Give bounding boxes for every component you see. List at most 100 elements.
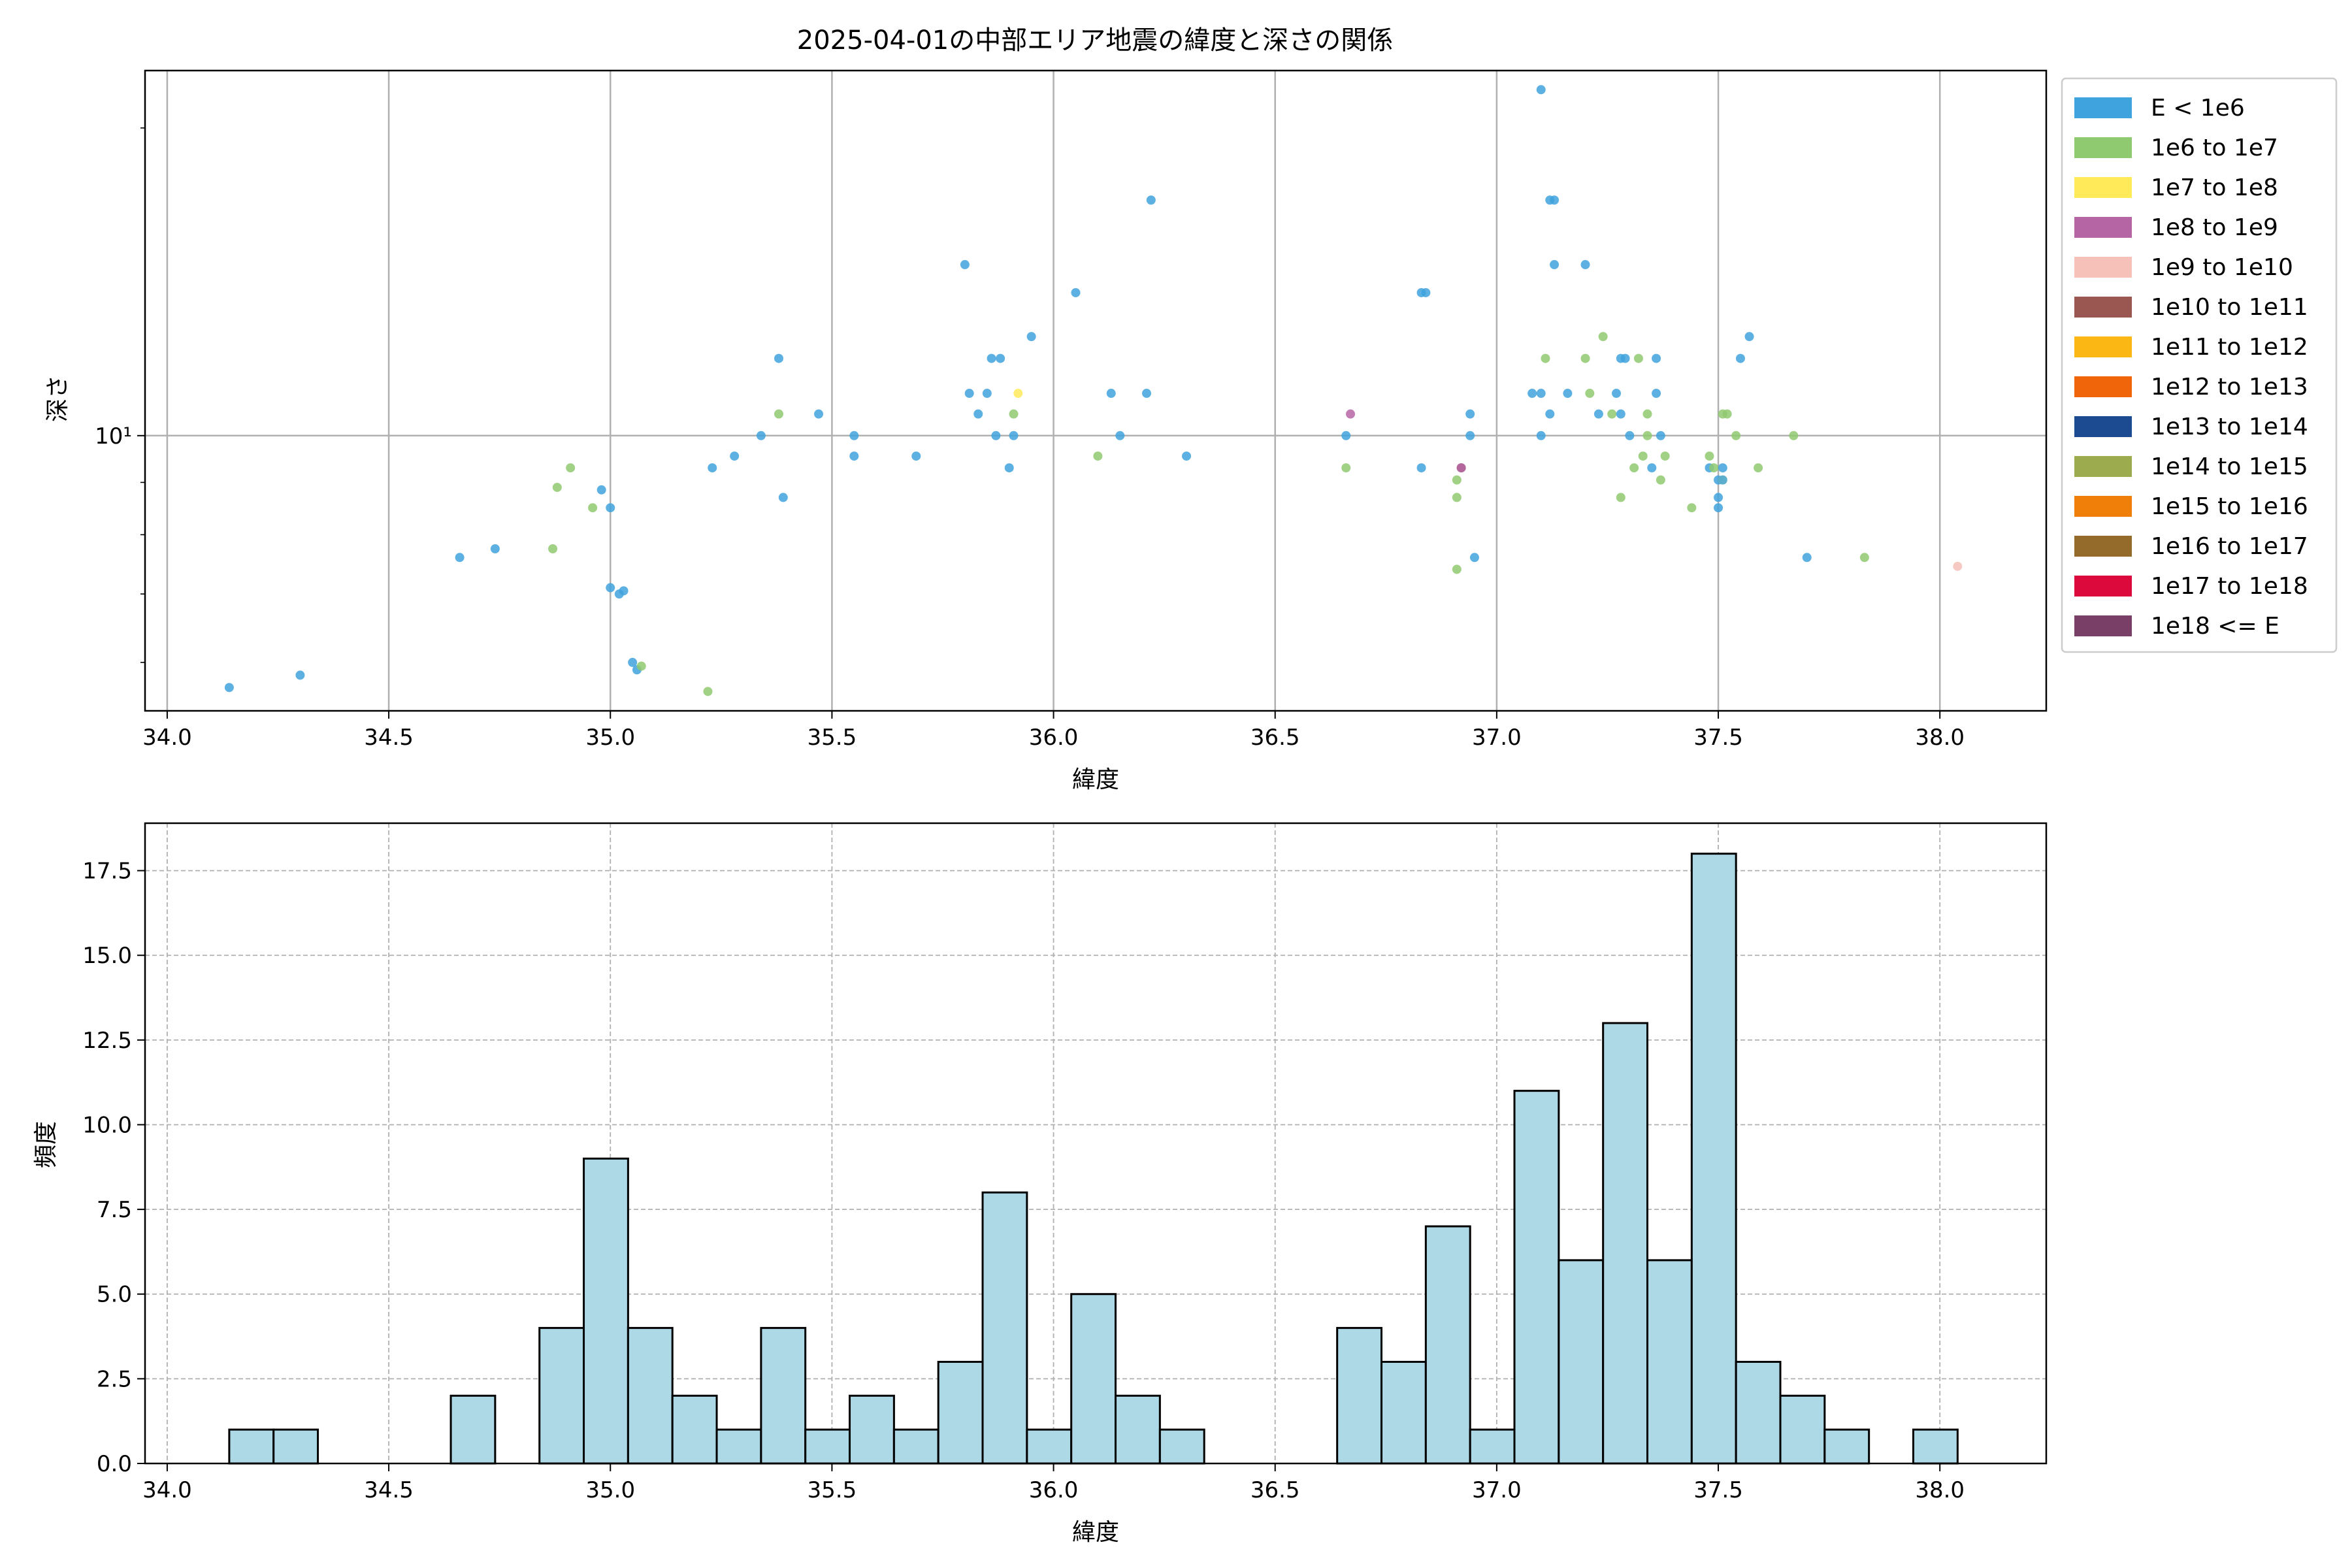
scatter-point (1536, 431, 1546, 440)
histogram-y-tick-label: 10.0 (82, 1112, 132, 1138)
histogram-bar (1469, 1428, 1516, 1465)
scatter-point (490, 544, 500, 553)
scatter-point (1465, 409, 1475, 419)
scatter-point (1638, 451, 1648, 461)
scatter-x-tick-label: 34.0 (142, 725, 192, 751)
legend-label: 1e13 to 1e14 (2151, 414, 2308, 440)
histogram-y-tick-label: 12.5 (82, 1028, 132, 1054)
scatter-point (1146, 195, 1156, 205)
histogram-y-ticks: 0.0 2.5 5.0 7.5 10.0 12.5 15.0 17.5 (82, 858, 145, 1477)
scatter-title: 2025-04-01の中部エリア地震の緯度と深さの関係 (797, 25, 1393, 56)
scatter-x-tick-label: 35.0 (585, 725, 635, 751)
scatter-point (566, 463, 576, 473)
histogram-x-label: 緯度 (1072, 1519, 1119, 1546)
scatter-x-tick-label: 36.0 (1029, 725, 1079, 751)
histogram-plot: 34.0 34.5 35.0 35.5 36.0 36.5 37.0 37.5 38.0 0.0… (82, 822, 2048, 1503)
scatter-x-tick-label: 37.5 (1693, 725, 1743, 751)
scatter-point (628, 657, 638, 667)
legend-label: 1e10 to 1e11 (2151, 294, 2308, 321)
scatter-point (1550, 195, 1560, 205)
scatter-x-tick-label: 34.5 (364, 725, 414, 751)
scatter-point (1009, 409, 1019, 419)
legend-swatch (2074, 137, 2132, 158)
histogram-x-ticks: 34.0 34.5 35.0 35.5 36.0 36.5 37.0 37.5 38.0 (142, 1463, 1965, 1503)
legend-label: 1e9 to 1e10 (2151, 254, 2293, 281)
legend-swatch (2074, 97, 2132, 118)
scatter-grid (145, 71, 2046, 711)
histogram-bar (1026, 1428, 1073, 1465)
histogram-bar (1158, 1428, 1205, 1465)
histogram-bar (449, 1394, 497, 1465)
scatter-point (1182, 451, 1192, 461)
legend-swatch (2074, 536, 2132, 557)
scatter-point (1660, 451, 1670, 461)
histogram-x-tick-label: 36.5 (1250, 1477, 1300, 1503)
scatter-point (774, 353, 783, 363)
scatter-point (1754, 463, 1763, 473)
scatter-point (1718, 475, 1727, 485)
scatter-point (224, 683, 234, 693)
histogram-bar (937, 1360, 984, 1465)
legend-label: 1e16 to 1e17 (2151, 533, 2308, 560)
histogram-x-tick-label: 36.0 (1029, 1477, 1079, 1503)
scatter-point (1656, 431, 1665, 440)
legend-swatch (2074, 615, 2132, 636)
scatter-x-tick-label: 37.0 (1472, 725, 1522, 751)
histogram-bar (627, 1327, 674, 1465)
scatter-frame (144, 69, 2048, 712)
scatter-point (1580, 353, 1590, 363)
scatter-point (1656, 475, 1665, 485)
scatter-point (1013, 389, 1023, 399)
histogram-bar (1912, 1428, 1959, 1465)
scatter-point (636, 661, 646, 671)
scatter-point (849, 451, 859, 461)
histogram-bar (538, 1327, 585, 1465)
legend-swatch (2074, 336, 2132, 357)
histogram-bar (715, 1428, 762, 1465)
scatter-point (1612, 389, 1622, 399)
scatter-point (548, 544, 558, 553)
scatter-point (1071, 287, 1081, 297)
histogram-bar (1735, 1360, 1782, 1465)
legend-label: 1e12 to 1e13 (2151, 374, 2308, 400)
scatter-point (606, 503, 615, 513)
histogram-bar (1690, 853, 1737, 1465)
scatter-point (1633, 353, 1643, 363)
scatter-point (1714, 503, 1723, 513)
scatter-point (1705, 451, 1714, 461)
scatter-point (703, 687, 713, 696)
scatter-point (964, 389, 974, 399)
scatter-point (1953, 561, 1963, 571)
histogram-y-tick-label: 7.5 (97, 1197, 132, 1223)
histogram-x-tick-label: 34.0 (142, 1477, 192, 1503)
histogram-bar (1779, 1394, 1826, 1465)
scatter-x-tick-label: 36.5 (1250, 725, 1300, 751)
scatter-point (1580, 260, 1590, 270)
scatter-point (1346, 409, 1356, 419)
legend-label: 1e8 to 1e9 (2151, 214, 2278, 241)
scatter-point (1142, 389, 1152, 399)
scatter-plot: 34.0 34.5 35.0 35.5 36.0 36.5 37.0 37.5 38.0 10¹ (95, 69, 2048, 751)
scatter-point (730, 451, 740, 461)
histogram-bar (1602, 1022, 1649, 1465)
legend-label: 1e17 to 1e18 (2151, 573, 2308, 600)
scatter-point (1722, 409, 1732, 419)
legend-swatch (2074, 496, 2132, 517)
histogram-y-tick-label: 15.0 (82, 943, 132, 969)
legend-swatch (2074, 217, 2132, 238)
legend-items: E < 1e6 1e6 to 1e7 1e7 to 1e8 1e8 to 1e9 1e9… (2074, 95, 2308, 640)
scatter-point (1452, 564, 1462, 574)
scatter-point (596, 485, 606, 495)
scatter-point (552, 482, 562, 492)
scatter-point (996, 353, 1005, 363)
scatter-point (1469, 553, 1479, 563)
scatter-point (606, 583, 615, 593)
scatter-point (987, 353, 996, 363)
scatter-x-tick-label: 35.5 (808, 725, 857, 751)
histogram-y-label: 頻度 (33, 1121, 59, 1168)
scatter-point (1550, 260, 1560, 270)
scatter-point (1416, 463, 1426, 473)
scatter-point (1607, 409, 1617, 419)
scatter-point (1642, 409, 1652, 419)
